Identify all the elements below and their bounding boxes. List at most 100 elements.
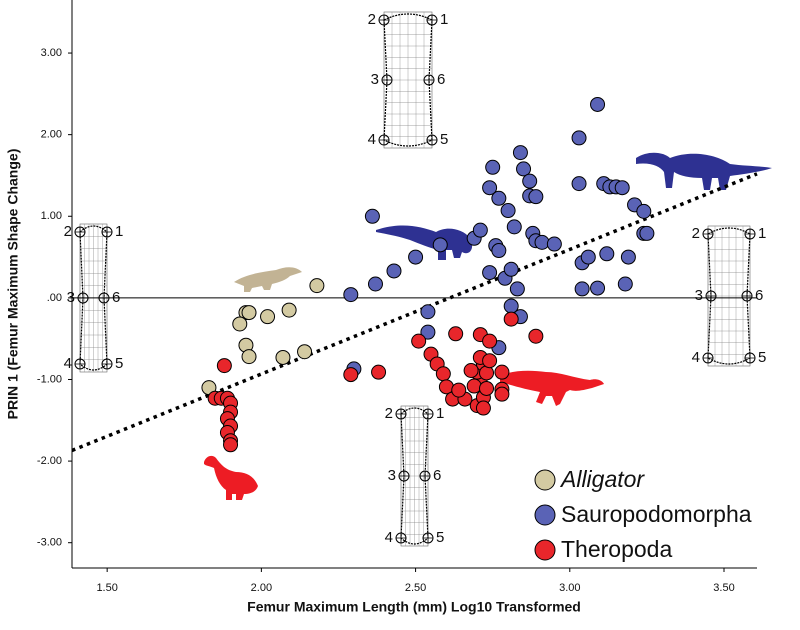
data-point <box>479 365 495 381</box>
landmark-cross <box>745 353 755 363</box>
landmark-cross <box>423 409 433 419</box>
x-tick-label: 2.50 <box>405 582 426 594</box>
data-point <box>281 302 297 318</box>
landmark-cross <box>75 359 85 369</box>
landmark-cross <box>420 471 430 481</box>
data-point <box>275 349 291 365</box>
landmark-cross <box>382 75 392 85</box>
x-tick-label: 3.00 <box>559 582 580 594</box>
landmark-cross <box>424 75 434 85</box>
data-point <box>408 249 424 265</box>
legend-swatch <box>534 469 556 491</box>
data-point <box>435 366 451 382</box>
data-point <box>343 287 359 303</box>
data-point <box>485 159 501 175</box>
data-point <box>297 344 313 360</box>
data-point <box>528 328 544 344</box>
landmark-cross <box>423 533 433 543</box>
data-point <box>546 236 562 252</box>
data-point <box>479 380 495 396</box>
data-point <box>475 400 491 416</box>
y-tick-label: -2.00 <box>37 455 62 467</box>
landmark-label: 4 <box>692 349 700 366</box>
landmark-label: 5 <box>758 349 766 366</box>
landmark-diagram: 1 2 3 4 5 6 <box>385 405 444 547</box>
data-point <box>491 243 507 259</box>
landmark-cross <box>745 229 755 239</box>
data-point <box>590 280 606 296</box>
data-point <box>509 281 525 297</box>
landmark-label: 6 <box>755 287 763 304</box>
landmark-label: 5 <box>115 355 123 372</box>
legend-label: Sauropodomorpha <box>561 501 752 527</box>
landmark-label: 4 <box>368 131 376 148</box>
data-point <box>636 203 652 219</box>
landmark-cross <box>742 291 752 301</box>
data-point <box>451 382 467 398</box>
data-point <box>420 304 436 320</box>
data-point <box>472 222 488 238</box>
y-tick-label: -3.00 <box>37 537 62 549</box>
sauropod-silhouette <box>636 152 772 190</box>
data-point <box>466 378 482 394</box>
data-point <box>620 249 636 265</box>
data-point <box>364 208 380 224</box>
y-tick-label: -1.00 <box>37 373 62 385</box>
landmark-label: 1 <box>440 11 448 28</box>
x-tick-label: 1.50 <box>96 582 117 594</box>
crocodile-silhouette <box>234 267 302 292</box>
landmark-cross <box>75 227 85 237</box>
theropod-silhouette <box>204 455 258 500</box>
data-point <box>503 311 519 327</box>
data-point <box>639 225 655 241</box>
landmark-label: 1 <box>115 223 123 240</box>
data-point <box>494 386 510 402</box>
landmark-label: 5 <box>440 131 448 148</box>
x-axis-title: Femur Maximum Length (mm) Log10 Transfor… <box>247 599 581 615</box>
data-point <box>503 261 519 277</box>
landmark-diagram: 1 2 3 4 5 6 <box>692 225 766 367</box>
landmark-cross <box>379 15 389 25</box>
landmark-label: 4 <box>385 529 393 546</box>
landmark-cross <box>703 229 713 239</box>
data-point <box>463 363 479 379</box>
data-point <box>309 278 325 294</box>
landmark-cross <box>706 291 716 301</box>
data-point <box>241 305 257 321</box>
landmark-label: 6 <box>433 467 441 484</box>
y-axis-title: PRIN 1 (Femur Maximum Shape Change) <box>5 149 21 420</box>
data-point <box>494 364 510 380</box>
data-point <box>571 130 587 146</box>
trend-line <box>71 172 758 453</box>
data-point <box>241 349 257 365</box>
y-tick-label: 3.00 <box>41 47 62 59</box>
data-point <box>503 298 519 314</box>
data-point <box>448 326 464 342</box>
landmark-label: 1 <box>436 405 444 422</box>
data-point <box>223 437 239 453</box>
landmark-cross <box>102 227 112 237</box>
data-point <box>574 281 590 297</box>
data-point <box>599 246 615 262</box>
landmark-label: 3 <box>371 71 379 88</box>
data-point <box>528 189 544 205</box>
landmark-label: 4 <box>64 355 72 372</box>
data-point <box>232 316 248 332</box>
landmark-label: 2 <box>64 223 72 240</box>
data-point <box>482 333 498 349</box>
data-point <box>432 237 448 253</box>
data-point <box>534 234 550 250</box>
data-point <box>386 263 402 279</box>
landmark-cross <box>399 471 409 481</box>
data-point <box>571 176 587 192</box>
landmark-label: 3 <box>388 467 396 484</box>
y-tick-label: .00 <box>47 292 62 304</box>
landmark-label: 6 <box>437 71 445 88</box>
legend-label: Alligator <box>559 466 645 492</box>
data-point <box>260 309 276 325</box>
landmark-cross <box>396 533 406 543</box>
y-tick-label: 2.00 <box>41 129 62 141</box>
data-point <box>343 367 359 383</box>
